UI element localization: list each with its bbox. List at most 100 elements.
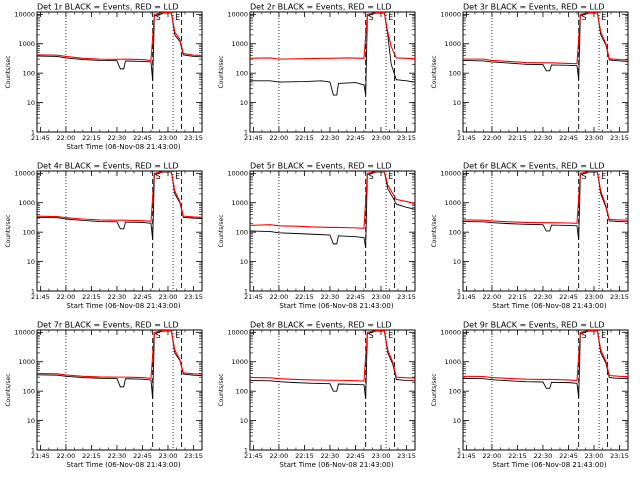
y-tick-label: 10000 <box>227 329 248 337</box>
end-marker-label: E <box>601 331 606 340</box>
plot-frame <box>36 11 203 133</box>
events-series-line <box>249 330 416 399</box>
y-tick-label: 100 <box>23 228 35 236</box>
y-tick-label: 1000 <box>231 199 248 207</box>
y-tick-label: 1000 <box>444 358 461 366</box>
x-axis-label: Start Time (06-Nov-08 21:43:00) <box>66 302 180 310</box>
x-tick-label: 22:45 <box>133 452 152 460</box>
lld-series-line <box>249 11 416 60</box>
x-tick-label: 23:00 <box>585 293 604 301</box>
x-axis-label: Start Time (06-Nov-08 21:43:00) <box>66 143 180 151</box>
x-tick-label: 23:15 <box>610 452 629 460</box>
x-tick-label: 22:30 <box>534 134 553 142</box>
x-tick-label: 21:45 <box>244 134 263 142</box>
x-tick-label: 22:30 <box>108 293 127 301</box>
panel-det-5r: Det 5r BLACK = Events, RED = LLD 1 10 100 10… <box>218 162 416 311</box>
x-tick-label: 23:15 <box>397 293 416 301</box>
x-tick-label: 22:00 <box>57 134 76 142</box>
start-marker-label: S <box>156 172 161 181</box>
y-axis-label: Counts/sec <box>218 55 225 88</box>
x-tick-label: 22:00 <box>483 293 502 301</box>
y-tick-label: 10 <box>453 99 461 107</box>
x-axis-label: Start Time (06-Nov-08 21:43:00) <box>492 302 606 310</box>
panel-det-8r: Det 8r BLACK = Events, RED = LLD 1 10 100 10… <box>218 321 416 470</box>
y-tick-label: 100 <box>236 228 248 236</box>
x-axis-label: Start Time (06-Nov-08 21:43:00) <box>492 461 606 469</box>
y-tick-label: 10000 <box>227 170 248 178</box>
x-tick-label: 23:00 <box>159 452 178 460</box>
x-axis-label: Start Time (06-Nov-08 21:43:00) <box>66 461 180 469</box>
lld-series-line <box>249 170 416 229</box>
y-axis-label: Counts/sec <box>431 55 438 88</box>
x-axis-label: Start Time (06-Nov-08 21:43:00) <box>279 302 393 310</box>
end-marker-label: E <box>601 13 606 22</box>
plot-frame <box>462 170 629 292</box>
start-marker-label: S <box>369 331 374 340</box>
y-tick-label: 10000 <box>440 11 461 19</box>
y-tick-label: 1000 <box>18 199 35 207</box>
x-tick-label: 22:15 <box>508 293 527 301</box>
y-tick-label: 100 <box>449 69 461 77</box>
y-tick-label: 1000 <box>231 40 248 48</box>
y-axis-label: Counts/sec <box>218 214 225 247</box>
end-marker-label: E <box>175 13 180 22</box>
x-tick-label: 22:15 <box>82 134 101 142</box>
x-tick-label: 22:00 <box>57 293 76 301</box>
x-tick-label: 23:00 <box>585 134 604 142</box>
y-tick-label: 1 <box>244 128 248 136</box>
x-tick-label: 22:30 <box>534 452 553 460</box>
start-marker-label: S <box>156 13 161 22</box>
x-tick-label: 22:00 <box>483 134 502 142</box>
y-axis-label: Counts/sec <box>5 373 12 406</box>
x-tick-label: 22:30 <box>108 452 127 460</box>
y-axis-label: Counts/sec <box>5 214 12 247</box>
x-tick-label: 22:15 <box>508 134 527 142</box>
x-tick-label: 22:30 <box>321 134 340 142</box>
lld-series-line <box>249 329 416 382</box>
y-tick-label: 100 <box>236 387 248 395</box>
events-series-line <box>36 12 203 81</box>
y-tick-label: 1 <box>31 128 35 136</box>
y-tick-label: 100 <box>23 69 35 77</box>
x-tick-label: 21:45 <box>31 293 50 301</box>
x-tick-label: 21:45 <box>244 452 263 460</box>
events-series-line <box>36 171 203 240</box>
start-marker-label: S <box>156 331 161 340</box>
y-tick-label: 10000 <box>14 170 35 178</box>
events-series-line <box>249 171 416 248</box>
end-marker-label: E <box>175 172 180 181</box>
y-axis-label: Counts/sec <box>5 55 12 88</box>
y-tick-label: 100 <box>236 69 248 77</box>
panel-title: Det 8r BLACK = Events, RED = LLD <box>250 321 392 330</box>
end-marker-label: E <box>601 172 606 181</box>
x-tick-label: 23:15 <box>184 452 203 460</box>
panel-det-9r: Det 9r BLACK = Events, RED = LLD 1 10 100 10… <box>431 321 629 470</box>
y-tick-label: 1 <box>31 287 35 295</box>
x-tick-label: 23:00 <box>372 452 391 460</box>
x-tick-label: 22:45 <box>133 293 152 301</box>
x-tick-label: 21:45 <box>457 452 476 460</box>
start-marker-label: S <box>582 13 587 22</box>
x-tick-label: 22:45 <box>559 293 578 301</box>
lld-series-line <box>462 329 629 382</box>
x-tick-label: 23:15 <box>397 134 416 142</box>
x-tick-label: 23:00 <box>372 134 391 142</box>
y-tick-label: 10000 <box>14 329 35 337</box>
end-marker-label: E <box>388 331 393 340</box>
x-tick-label: 22:30 <box>321 452 340 460</box>
x-tick-label: 22:00 <box>57 452 76 460</box>
x-tick-label: 22:15 <box>82 452 101 460</box>
y-tick-label: 10000 <box>440 170 461 178</box>
panel-title: Det 3r BLACK = Events, RED = LLD <box>463 3 605 12</box>
x-tick-label: 22:45 <box>559 134 578 142</box>
x-tick-label: 21:45 <box>31 134 50 142</box>
x-tick-label: 22:45 <box>346 452 365 460</box>
x-tick-label: 23:00 <box>159 134 178 142</box>
y-tick-label: 10 <box>240 258 248 266</box>
x-tick-label: 22:15 <box>508 452 527 460</box>
end-marker-label: E <box>388 13 393 22</box>
plot-frame <box>249 11 416 133</box>
panel-det-3r: Det 3r BLACK = Events, RED = LLD 1 10 100 10… <box>431 3 629 143</box>
y-tick-label: 1 <box>31 446 35 454</box>
y-tick-label: 1000 <box>18 40 35 48</box>
